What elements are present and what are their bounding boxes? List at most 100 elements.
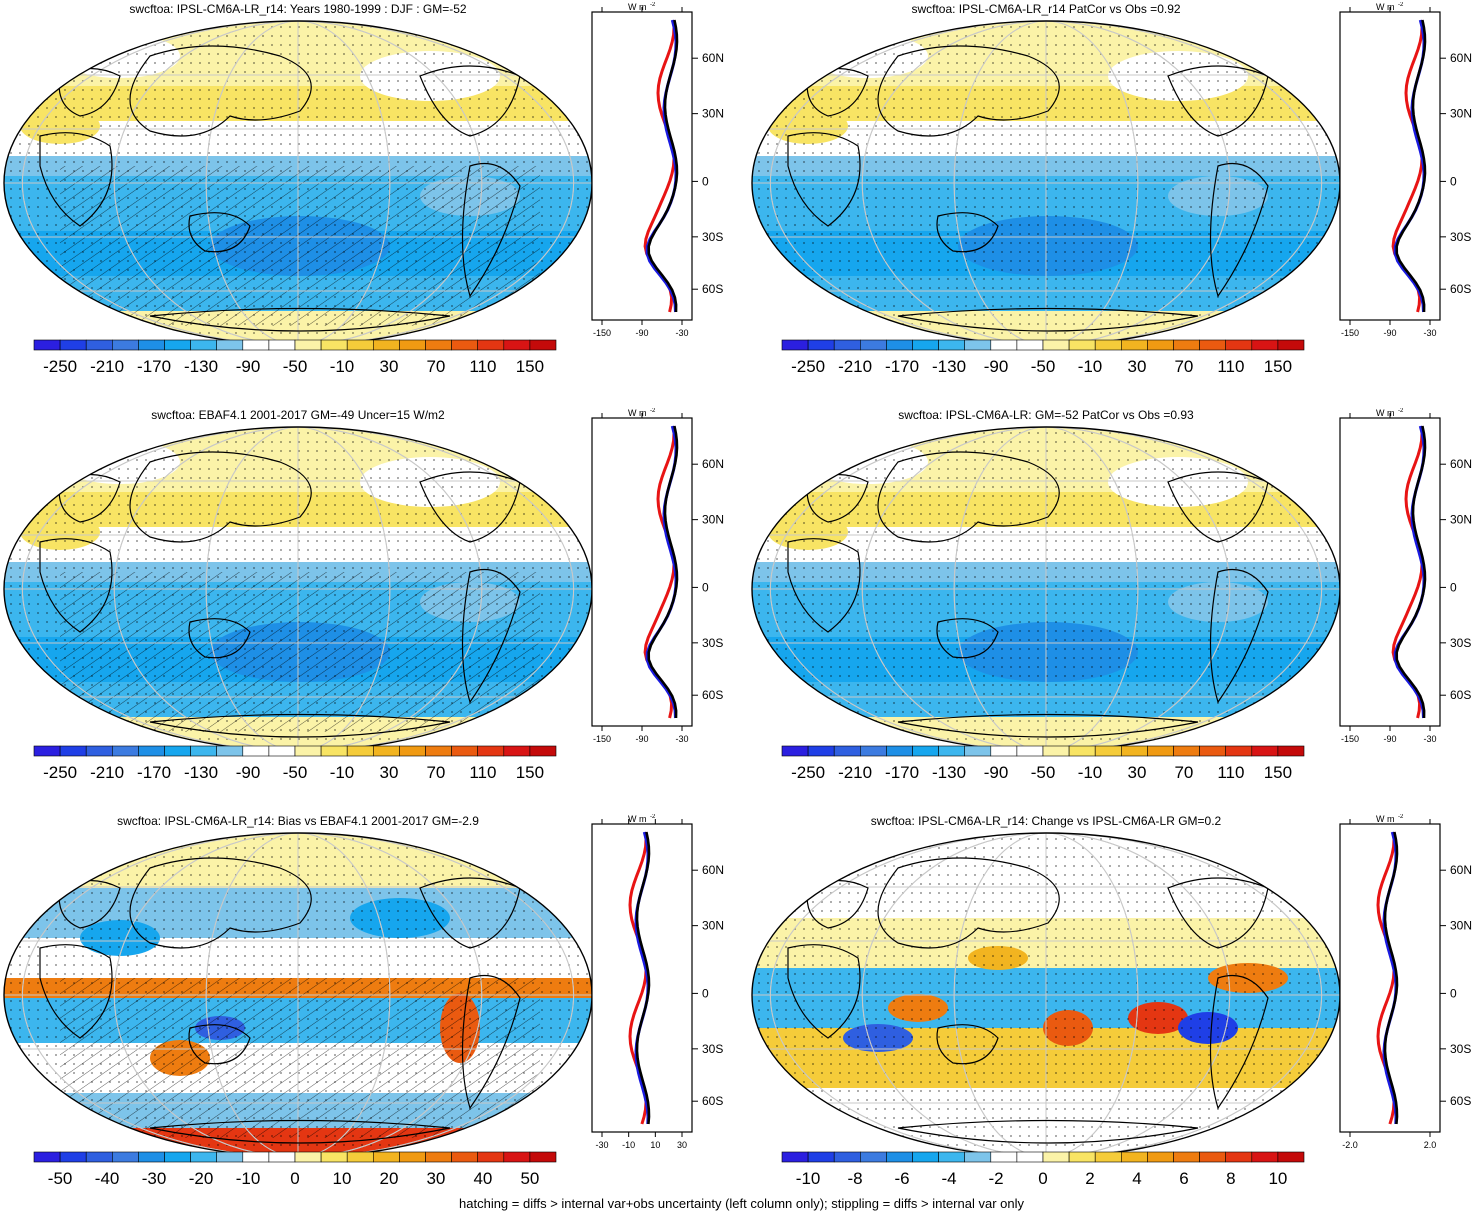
colorbar-box bbox=[85, 339, 113, 351]
colorbar-box bbox=[1094, 1151, 1122, 1163]
colorbar-label: -90 bbox=[984, 763, 1009, 782]
colorbar-label: -10 bbox=[1078, 357, 1103, 376]
lat-label: 30N bbox=[1450, 513, 1472, 527]
colorbar-p1: -250 -210 -170 -130 -90 -50 -10 30 70 110 150 bbox=[33, 339, 557, 376]
colorbar-label: -90 bbox=[984, 357, 1009, 376]
lat-label: 30N bbox=[702, 513, 724, 527]
colorbar-box bbox=[807, 1151, 835, 1163]
colorbar-box bbox=[1094, 339, 1122, 351]
profile-unit-sup: -2 bbox=[650, 408, 656, 414]
colorbar-box bbox=[860, 339, 887, 351]
colorbar-box bbox=[503, 339, 531, 351]
colorbar-label: 110 bbox=[1217, 357, 1244, 376]
colorbar-label: -10 bbox=[330, 763, 355, 782]
profile-p3: W m -2 60N 30N 0 30S 60S -150 -90 -30 bbox=[591, 408, 724, 744]
colorbar-label: -90 bbox=[236, 763, 261, 782]
colorbar-box bbox=[1173, 339, 1200, 351]
colorbar-label: 110 bbox=[469, 763, 496, 782]
map-field bbox=[752, 21, 1340, 345]
coastline bbox=[1167, 65, 1269, 137]
colorbar-box bbox=[268, 1151, 296, 1163]
gridline-lon bbox=[205, 21, 391, 345]
coastline bbox=[188, 1024, 251, 1065]
colorbar-box bbox=[1251, 745, 1279, 757]
coastline bbox=[787, 944, 861, 1039]
colorbar-box bbox=[503, 1151, 531, 1163]
coastline bbox=[149, 713, 451, 738]
colorbar-label: 150 bbox=[516, 357, 544, 376]
profile-unit: W m bbox=[628, 814, 647, 824]
x-label: -30 bbox=[595, 1140, 608, 1150]
colorbar-box bbox=[59, 339, 87, 351]
colorbar-box bbox=[1277, 339, 1305, 351]
panel-p3: swcftoa: EBAF4.1 2001-2017 GM=-49 Uncer=… bbox=[0, 406, 740, 806]
colorbar-label: -2 bbox=[988, 1169, 1003, 1188]
colorbar-box bbox=[807, 339, 835, 351]
coastline bbox=[1209, 974, 1269, 1110]
colorbar-box bbox=[1199, 745, 1227, 757]
colorbar-box bbox=[399, 339, 426, 351]
colorbar-p3: -250 -210 -170 -130 -90 -50 -10 30 70 110 150 bbox=[33, 745, 557, 782]
colorbar-box bbox=[833, 745, 861, 757]
colorbar-box bbox=[1068, 745, 1096, 757]
colorbar-label: 2 bbox=[1085, 1169, 1094, 1188]
colorbar-box bbox=[938, 339, 966, 351]
colorbar-box bbox=[912, 1151, 939, 1163]
coastline bbox=[129, 857, 312, 949]
colorbar-box bbox=[938, 1151, 966, 1163]
gridline-lon bbox=[113, 427, 483, 751]
colorbar-box bbox=[1251, 339, 1279, 351]
colorbar-box bbox=[990, 745, 1018, 757]
x-label: -30 bbox=[675, 328, 688, 338]
colorbar-box bbox=[1277, 1151, 1305, 1163]
colorbar-box bbox=[1068, 339, 1096, 351]
colorbar-label: 8 bbox=[1226, 1169, 1235, 1188]
map-field bbox=[752, 833, 1340, 1157]
colorbar-label: -210 bbox=[90, 763, 124, 782]
colorbar-label: -170 bbox=[885, 357, 919, 376]
colorbar-box bbox=[938, 745, 966, 757]
colorbar-box bbox=[860, 745, 887, 757]
lat-label: 60S bbox=[1450, 282, 1471, 296]
coastline bbox=[419, 471, 521, 543]
hatching bbox=[60, 978, 540, 1138]
colorbar-label: -50 bbox=[283, 357, 308, 376]
colorbar-box bbox=[1068, 1151, 1096, 1163]
colorbar-box bbox=[216, 339, 244, 351]
colorbar-box bbox=[886, 1151, 913, 1163]
colorbar-label: -250 bbox=[43, 357, 77, 376]
colorbar-label: 150 bbox=[516, 763, 544, 782]
map-p6 bbox=[751, 832, 1341, 1158]
colorbar-box bbox=[964, 745, 992, 757]
colorbar-label: 30 bbox=[426, 1169, 445, 1188]
profile-p1: W m -2 60N 30N 0 30S 60S -150 -90 -30 bbox=[591, 2, 724, 338]
colorbar-box bbox=[1251, 1151, 1279, 1163]
colorbar-label: -10 bbox=[1078, 763, 1103, 782]
colorbar-box bbox=[912, 339, 939, 351]
profile-p2: W m -2 60N 30N 0 30S 60S -150 -90 -30 bbox=[1339, 2, 1472, 338]
coastline bbox=[461, 974, 521, 1110]
panel-p1: swcftoa: IPSL-CM6A-LR_r14: Years 1980-19… bbox=[0, 0, 740, 400]
colorbar-label: 70 bbox=[426, 763, 445, 782]
lat-label: 60N bbox=[1450, 51, 1472, 65]
gridline-lon bbox=[769, 427, 1323, 751]
colorbar-label: -40 bbox=[95, 1169, 120, 1188]
colorbar-box bbox=[964, 1151, 992, 1163]
colorbar-label: 150 bbox=[1264, 357, 1292, 376]
colorbar-box bbox=[372, 1151, 400, 1163]
colorbar-box bbox=[399, 1151, 426, 1163]
gridline-lon bbox=[769, 833, 1323, 1157]
colorbar-box bbox=[190, 1151, 218, 1163]
lat-label: 30N bbox=[702, 107, 724, 121]
lat-label: 60N bbox=[702, 457, 724, 471]
x-label: -90 bbox=[635, 328, 648, 338]
colorbar-box bbox=[1277, 745, 1305, 757]
lat-label: 0 bbox=[702, 580, 709, 594]
colorbar-box bbox=[425, 1151, 452, 1163]
lat-label: 0 bbox=[1450, 986, 1457, 1000]
coastline bbox=[129, 451, 312, 543]
coastline bbox=[419, 877, 521, 949]
colorbar-box bbox=[477, 339, 505, 351]
colorbar-box bbox=[85, 745, 113, 757]
map-p5 bbox=[3, 832, 593, 1158]
